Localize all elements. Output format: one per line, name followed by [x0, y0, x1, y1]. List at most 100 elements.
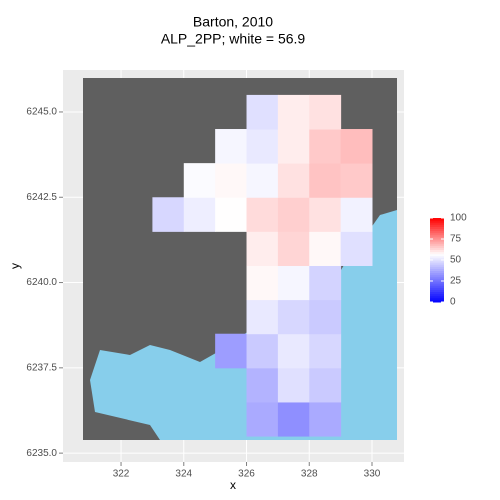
- colorbar-segment: [430, 260, 444, 263]
- colorbar-segment: [430, 247, 444, 250]
- colorbar-segment: [430, 253, 444, 257]
- cell: [277, 129, 310, 164]
- cell: [246, 401, 279, 437]
- y-tick-label: 6235.0: [26, 448, 57, 459]
- x-axis-label: x: [230, 478, 236, 492]
- colorbar-segment: [430, 264, 444, 267]
- y-tick-label: 6237.5: [26, 362, 57, 373]
- cell: [277, 231, 310, 266]
- cell: [246, 129, 279, 164]
- colorbar-segment: [430, 299, 444, 303]
- colorbar-segment: [430, 274, 444, 278]
- colorbar-segment: [430, 285, 444, 288]
- cell: [183, 197, 216, 232]
- cell: [246, 299, 279, 335]
- colorbar-segment: [430, 281, 444, 284]
- cell: [277, 401, 310, 437]
- cell: [246, 367, 279, 403]
- chart-title: Barton, 2010: [193, 14, 273, 30]
- y-axis-label: y: [8, 263, 22, 269]
- colorbar-label: 25: [450, 276, 462, 287]
- cell: [215, 129, 248, 164]
- x-tick-label: 330: [364, 469, 381, 480]
- cell: [309, 367, 342, 403]
- colorbar-segment: [430, 245, 444, 248]
- colorbar-label: 100: [450, 213, 467, 224]
- colorbar-segment: [430, 222, 444, 225]
- cell: [309, 197, 342, 232]
- colorbar-segment: [430, 230, 444, 234]
- cell: [277, 333, 310, 369]
- x-tick-label: 328: [301, 469, 318, 480]
- cell: [277, 299, 310, 335]
- cell: [215, 163, 248, 198]
- colorbar-label: 50: [450, 255, 462, 266]
- colorbar-segment: [430, 295, 444, 299]
- y-tick-label: 6240.0: [26, 277, 57, 288]
- colorbar-segment: [430, 257, 444, 261]
- x-tick-label: 324: [175, 469, 192, 480]
- cell: [246, 265, 279, 301]
- cell: [340, 163, 373, 198]
- colorbar-segment: [430, 268, 444, 271]
- cell: [277, 94, 310, 130]
- colorbar-segment: [430, 251, 444, 255]
- colorbar-segment: [430, 266, 444, 269]
- colorbar-segment: [430, 224, 444, 227]
- cell: [309, 94, 342, 130]
- colorbar-segment: [430, 236, 444, 240]
- cell: [340, 129, 373, 164]
- y-tick-label: 6242.5: [26, 192, 57, 203]
- x-tick-label: 322: [113, 469, 130, 480]
- y-tick-label: 6245.0: [26, 107, 57, 118]
- cell: [309, 129, 342, 164]
- cell: [183, 163, 216, 198]
- cell: [340, 197, 373, 232]
- colorbar-segment: [430, 289, 444, 292]
- colorbar-segment: [430, 270, 444, 274]
- colorbar-segment: [430, 232, 444, 236]
- colorbar-segment: [430, 249, 444, 253]
- cell: [246, 94, 279, 130]
- colorbar-segment: [430, 283, 444, 286]
- colorbar-segment: [430, 278, 444, 282]
- colorbar-segment: [430, 239, 444, 242]
- colorbar-segment: [430, 255, 444, 259]
- cell: [340, 231, 373, 266]
- cell: [277, 197, 310, 232]
- colorbar-segment: [430, 287, 444, 290]
- cell: [152, 197, 185, 232]
- cell: [277, 265, 310, 301]
- colorbar-segment: [430, 272, 444, 276]
- cell: [309, 231, 342, 266]
- cell: [309, 401, 342, 437]
- cell: [277, 163, 310, 198]
- colorbar-segment: [430, 293, 444, 297]
- colorbar-segment: [430, 243, 444, 246]
- colorbar-segment: [430, 228, 444, 232]
- cell: [309, 299, 342, 335]
- cell: [309, 333, 342, 369]
- cell: [246, 197, 279, 232]
- colorbar-segment: [430, 226, 444, 229]
- cell: [309, 265, 342, 301]
- cell: [246, 163, 279, 198]
- cell: [246, 333, 279, 369]
- colorbar-segment: [430, 297, 444, 301]
- colorbar-segment: [430, 220, 444, 223]
- cell: [309, 163, 342, 198]
- colorbar-label: 75: [450, 234, 462, 245]
- cell: [215, 197, 248, 232]
- heatmap: [152, 94, 373, 437]
- colorbar-label: 0: [450, 297, 456, 308]
- cell: [246, 231, 279, 266]
- chart-subtitle: ALP_2PP; white = 56.9: [161, 31, 306, 47]
- colorbar-segment: [430, 262, 444, 265]
- cell: [215, 333, 248, 369]
- colorbar-segment: [430, 291, 444, 295]
- colorbar-segment: [430, 276, 444, 280]
- x-tick-label: 326: [238, 469, 255, 480]
- colorbar-segment: [430, 241, 444, 244]
- cell: [277, 367, 310, 403]
